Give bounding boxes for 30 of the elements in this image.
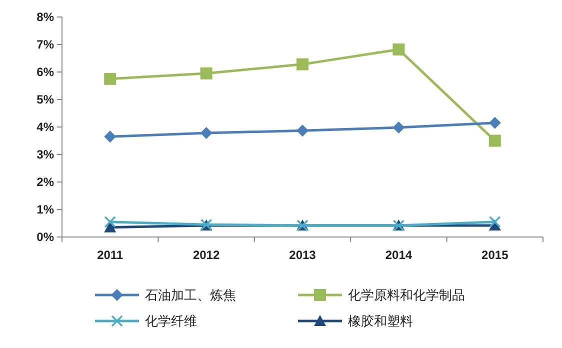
point <box>392 122 405 134</box>
point <box>200 67 212 80</box>
y-tick-label: 5% <box>36 92 54 107</box>
y-tick-label: 6% <box>36 65 54 80</box>
legend-label: 化学原料和化学制品 <box>348 288 465 304</box>
legend-label: 化学纤维 <box>145 314 197 330</box>
y-tick-label: 2% <box>36 175 54 190</box>
x-tick-label: 2015 <box>482 248 509 262</box>
x-tick-label: 2014 <box>385 248 412 262</box>
point <box>488 134 501 147</box>
point <box>200 127 212 140</box>
point <box>296 58 308 70</box>
y-tick-label: 3% <box>36 148 54 162</box>
y-tick-label: 1% <box>36 202 54 217</box>
point <box>104 72 116 85</box>
point <box>104 216 116 228</box>
legend-label: 橡胶和塑料 <box>348 314 413 330</box>
y-tick-label: 0% <box>36 230 54 244</box>
point <box>392 43 405 56</box>
point <box>488 116 501 129</box>
x-tick-label: 2013 <box>289 248 316 262</box>
point <box>489 216 501 228</box>
legend-label: 石油加工、炼焦 <box>145 288 236 304</box>
y-tick-label: 8% <box>36 10 54 24</box>
y-tick-label: 4% <box>36 120 54 134</box>
x-tick-label: 2012 <box>192 248 220 262</box>
point <box>296 124 308 137</box>
y-tick-label: 7% <box>36 38 54 52</box>
x-tick-label: 2011 <box>97 248 124 262</box>
point <box>104 130 116 143</box>
